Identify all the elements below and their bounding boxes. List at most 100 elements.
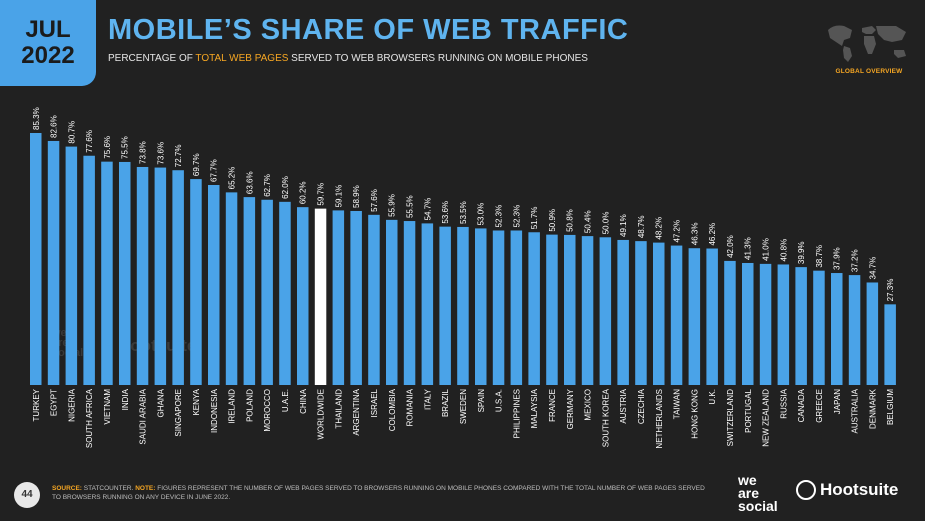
category-label: AUSTRALIA	[851, 388, 860, 433]
category-label: FRANCE	[548, 389, 557, 422]
bar-ireland	[225, 192, 238, 385]
category-label: ARGENTINA	[352, 388, 361, 435]
bar-turkey	[30, 133, 42, 385]
bar-russia	[777, 264, 790, 385]
category-label: GERMANY	[566, 388, 575, 429]
bar-netherlands	[653, 242, 665, 385]
bar-thailand	[332, 210, 345, 385]
category-label: KENYA	[192, 388, 201, 415]
category-label: U.A.E.	[281, 389, 290, 412]
value-label: 50.4%	[584, 210, 593, 233]
bar-nigeria	[65, 146, 78, 385]
value-label: 42.0%	[726, 235, 735, 258]
category-label: BRAZIL	[441, 388, 450, 417]
value-label: 82.6%	[50, 115, 59, 138]
watermark-was-line: we	[52, 327, 67, 339]
value-label: 65.2%	[228, 167, 237, 190]
category-label: SOUTH KOREA	[601, 388, 610, 447]
value-label: 59.7%	[317, 183, 326, 206]
category-label: ISRAEL	[370, 388, 379, 417]
bar-china	[297, 207, 309, 385]
bar-u-k-	[706, 248, 718, 385]
bar-belgium	[884, 304, 896, 385]
category-label: GHANA	[156, 388, 165, 417]
page-subtitle: PERCENTAGE OF TOTAL WEB PAGES SERVED TO …	[108, 53, 588, 64]
category-label: PHILIPPINES	[512, 389, 521, 438]
source-label: SOURCE:	[52, 485, 82, 492]
value-label: 52.3%	[512, 205, 521, 228]
bar-new-zealand	[759, 263, 772, 385]
value-label: 60.2%	[299, 181, 308, 204]
subtitle-pre: PERCENTAGE OF	[108, 53, 196, 64]
value-label: 77.6%	[85, 130, 94, 153]
date-badge: JUL 2022	[0, 0, 96, 86]
bar-romania	[403, 221, 416, 385]
value-label: 51.7%	[530, 207, 539, 230]
bar-south-korea	[599, 237, 612, 385]
category-label: RUSSIA	[779, 388, 788, 418]
value-label: 52.3%	[495, 205, 504, 228]
value-label: 72.7%	[174, 145, 183, 168]
bar-canada	[795, 267, 807, 385]
value-label: 46.3%	[690, 223, 699, 246]
bar-czechia	[635, 241, 647, 385]
category-label: U.S.A.	[495, 389, 504, 412]
value-label: 34.7%	[868, 257, 877, 280]
category-label: HONG KONG	[690, 389, 699, 439]
badge-year: 2022	[21, 42, 75, 69]
value-label: 46.2%	[708, 223, 717, 246]
bar-argentina	[350, 210, 362, 385]
category-label: SWITZERLAND	[726, 389, 735, 447]
bar-colombia	[386, 219, 398, 385]
hootsuite-wordmark: Hootsuite	[820, 480, 899, 499]
bar-south-africa	[83, 155, 95, 385]
value-label: 85.3%	[32, 107, 41, 130]
value-label: 53.0%	[477, 203, 486, 226]
category-label: INDIA	[121, 388, 130, 410]
value-label: 48.2%	[655, 217, 664, 240]
section-label: GLOBAL OVERVIEW	[835, 68, 903, 75]
bar-sweden	[457, 226, 469, 385]
category-label: INDONESIA	[210, 388, 219, 433]
we-are-social-logo: we are social	[738, 472, 778, 514]
world-map-icon	[828, 25, 906, 62]
bar-hong-kong	[688, 248, 701, 385]
category-label: ROMANIA	[406, 388, 415, 426]
owl-icon	[796, 480, 816, 500]
bar-saudi-arabia	[136, 166, 149, 385]
bar-denmark	[866, 282, 879, 385]
logo-line: we	[738, 472, 757, 488]
category-label: TAIWAN	[673, 389, 682, 419]
value-label: 50.8%	[566, 209, 575, 232]
value-label: 73.6%	[156, 142, 165, 165]
value-label: 75.6%	[103, 136, 112, 159]
value-label: 39.9%	[797, 241, 806, 264]
category-label: WORLDWIDE	[317, 389, 326, 440]
bar-ghana	[154, 167, 167, 385]
category-label: MALAYSIA	[530, 388, 539, 428]
value-label: 54.7%	[423, 198, 432, 221]
value-label: 48.7%	[637, 215, 646, 238]
page-title: MOBILE’S SHARE OF WEB TRAFFIC	[108, 14, 629, 46]
bar-spain	[475, 228, 487, 385]
category-label: SPAIN	[477, 389, 486, 413]
value-label: 40.8%	[779, 239, 788, 262]
category-label: PORTUGAL	[744, 388, 753, 432]
category-label: NEW ZEALAND	[762, 389, 771, 447]
bar-australia	[848, 275, 861, 385]
category-label: U.K.	[708, 389, 717, 405]
value-label: 41.3%	[744, 237, 753, 260]
value-label: 62.0%	[281, 176, 290, 199]
category-label: JAPAN	[833, 389, 842, 414]
bar-brazil	[439, 226, 451, 385]
logo-line: social	[738, 498, 778, 514]
value-label: 53.5%	[459, 201, 468, 224]
bar-italy	[421, 223, 434, 385]
badge-month: JUL	[25, 16, 71, 43]
logo-line: are	[738, 485, 760, 501]
value-label: 59.1%	[334, 185, 343, 208]
category-label: CZECHIA	[637, 388, 646, 424]
bar-kenya	[190, 179, 202, 385]
value-label: 55.5%	[406, 195, 415, 218]
category-label: NETHERLANDS	[655, 389, 664, 449]
